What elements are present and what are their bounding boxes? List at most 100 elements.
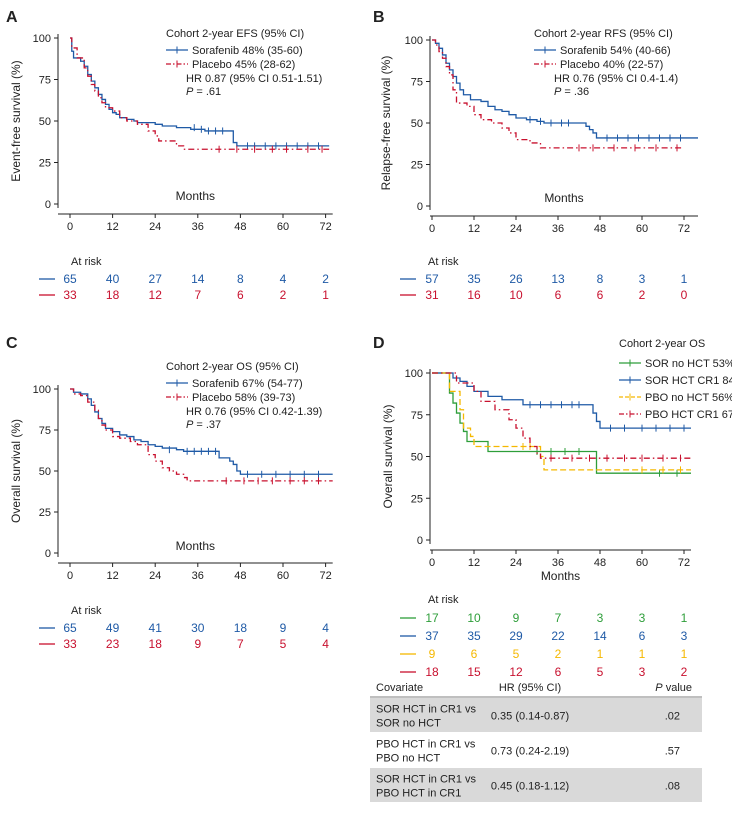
panel-letter: A <box>6 9 18 26</box>
table-covariate: PBO HCT in CR1 vs <box>376 739 476 751</box>
x-tick-label: 0 <box>67 221 73 233</box>
series-line-1 <box>70 388 333 475</box>
table-p-value: .02 <box>665 711 680 723</box>
y-tick-label: 25 <box>411 160 423 172</box>
p-value-number: = .36 <box>561 86 589 98</box>
x-tick-label: 36 <box>192 221 204 233</box>
at-risk-count: 7 <box>555 611 562 625</box>
at-risk-count: 2 <box>555 647 562 661</box>
p-value-symbol: P <box>554 86 562 98</box>
x-tick-label: 36 <box>552 557 564 569</box>
at-risk-count: 29 <box>509 629 523 643</box>
at-risk-count: 3 <box>597 611 604 625</box>
y-tick-label: 0 <box>417 535 423 547</box>
series-line-2 <box>432 39 684 149</box>
x-axis-label: Months <box>544 191 583 205</box>
x-tick-label: 24 <box>510 223 522 235</box>
at-risk-count: 2 <box>280 288 287 302</box>
x-tick-label: 12 <box>106 570 118 582</box>
table-header: Covariate <box>376 682 423 694</box>
table-row-shade <box>370 698 702 732</box>
x-tick-label: 24 <box>149 570 161 582</box>
legend-title: Cohort 2-year RFS (95% CI) <box>534 28 673 40</box>
p-value-text: P = .61 <box>186 86 221 98</box>
legend-label: Placebo 58% (39-73) <box>192 392 295 404</box>
table-hr: 0.35 (0.14-0.87) <box>491 711 569 723</box>
series-line-2 <box>70 37 330 150</box>
x-axis-label: Months <box>176 539 215 553</box>
at-risk-count: 26 <box>509 272 523 286</box>
at-risk-count: 2 <box>681 665 688 679</box>
p-value-number: = .37 <box>193 419 221 431</box>
at-risk-label: At risk <box>71 256 102 268</box>
at-risk-count: 2 <box>639 288 646 302</box>
at-risk-count: 10 <box>509 288 523 302</box>
legend-label: Sorafenib 48% (35-60) <box>192 45 303 57</box>
series-line-1 <box>432 372 691 474</box>
table-covariate: SOR no HCT <box>376 718 441 730</box>
y-axis-label: Relapse-free survival (%) <box>379 56 393 191</box>
x-tick-label: 24 <box>510 557 522 569</box>
panel-letter: C <box>6 335 18 352</box>
at-risk-count: 40 <box>106 272 120 286</box>
p-value-symbol: P <box>186 86 194 98</box>
table-hr: 0.73 (0.24-2.19) <box>491 746 569 758</box>
at-risk-count: 30 <box>191 621 205 635</box>
at-risk-count: 8 <box>597 272 604 286</box>
at-risk-count: 18 <box>149 637 163 651</box>
at-risk-count: 6 <box>237 288 244 302</box>
y-tick-label: 50 <box>39 116 51 128</box>
at-risk-count: 18 <box>234 621 248 635</box>
table-covariate: PBO no HCT <box>376 753 440 765</box>
p-header-rest: value <box>663 682 692 694</box>
at-risk-count: 1 <box>681 611 688 625</box>
at-risk-count: 49 <box>106 621 120 635</box>
at-risk-count: 9 <box>194 637 201 651</box>
y-tick-label: 75 <box>39 425 51 437</box>
y-tick-label: 50 <box>39 466 51 478</box>
x-axis-label: Months <box>176 189 215 203</box>
x-tick-label: 60 <box>636 557 648 569</box>
table-covariate: PBO HCT in CR1 <box>376 788 461 800</box>
panel-letter: D <box>373 335 385 352</box>
at-risk-count: 3 <box>639 611 646 625</box>
at-risk-count: 35 <box>467 629 481 643</box>
at-risk-count: 15 <box>467 665 481 679</box>
legend-label: Sorafenib 67% (54-77) <box>192 378 303 390</box>
at-risk-count: 37 <box>425 629 439 643</box>
at-risk-count: 9 <box>280 621 287 635</box>
table-covariate: SOR HCT in CR1 vs <box>376 774 477 786</box>
x-tick-label: 60 <box>277 221 289 233</box>
x-tick-label: 0 <box>429 223 435 235</box>
y-tick-label: 0 <box>45 548 51 560</box>
at-risk-count: 9 <box>513 611 520 625</box>
at-risk-count: 7 <box>237 637 244 651</box>
at-risk-count: 5 <box>280 637 287 651</box>
legend-label: Placebo 40% (22-57) <box>560 59 663 71</box>
at-risk-count: 1 <box>639 647 646 661</box>
at-risk-count: 1 <box>681 647 688 661</box>
table-header: P value <box>655 682 692 694</box>
legend-label: PBO no HCT 56% <box>645 392 732 404</box>
x-tick-label: 12 <box>106 221 118 233</box>
y-tick-label: 100 <box>33 384 51 396</box>
at-risk-count: 5 <box>513 647 520 661</box>
at-risk-count: 8 <box>237 272 244 286</box>
at-risk-count: 10 <box>467 611 481 625</box>
at-risk-count: 17 <box>425 611 439 625</box>
at-risk-count: 1 <box>681 272 688 286</box>
at-risk-count: 6 <box>555 665 562 679</box>
legend-title: Cohort 2-year OS <box>619 338 705 350</box>
x-tick-label: 60 <box>636 223 648 235</box>
at-risk-count: 65 <box>63 621 77 635</box>
y-axis-label: Overall survival (%) <box>381 404 395 508</box>
x-axis-label: Months <box>541 569 580 583</box>
at-risk-count: 4 <box>322 621 329 635</box>
series-line-2 <box>70 388 333 482</box>
at-risk-label: At risk <box>71 605 102 617</box>
p-value-symbol: P <box>186 419 194 431</box>
at-risk-count: 1 <box>597 647 604 661</box>
y-tick-label: 100 <box>405 35 423 47</box>
y-tick-label: 75 <box>39 75 51 87</box>
